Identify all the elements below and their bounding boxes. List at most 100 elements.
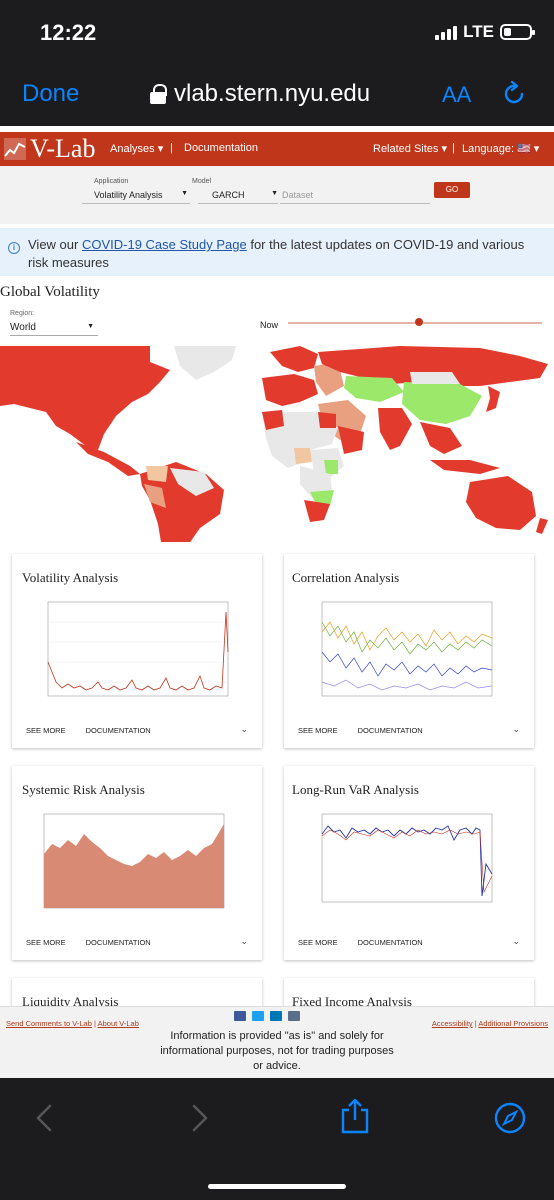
lock-icon (150, 84, 167, 104)
map-region-western-europe (262, 374, 318, 406)
region-select[interactable]: World ▼ (10, 320, 98, 336)
forward-icon[interactable] (190, 1104, 210, 1132)
see-more-link[interactable]: SEE MORE (298, 726, 338, 735)
done-button[interactable]: Done (22, 80, 80, 107)
map-region-central-africa (300, 466, 332, 498)
covid-banner: i View our COVID-19 Case Study Page for … (0, 228, 554, 276)
twitter-icon[interactable] (252, 1011, 264, 1021)
slider-handle[interactable] (415, 318, 423, 326)
map-region-peru (144, 484, 166, 508)
documentation-link[interactable]: DOCUMENTATION (85, 938, 151, 947)
chevron-down-icon: ▼ (271, 190, 278, 197)
language-menu[interactable]: Language: 🇺🇸 ▾ (462, 143, 540, 155)
analyses-menu[interactable]: Analyses ▾ (110, 143, 164, 155)
map-region-australia (466, 476, 536, 530)
map-region-china (402, 382, 482, 424)
time-slider[interactable] (288, 318, 542, 326)
map-region-colombia (146, 466, 168, 482)
related-sites-menu[interactable]: Related Sites ▾ (373, 143, 448, 155)
email-icon[interactable] (288, 1011, 300, 1021)
logo-chart-icon (4, 138, 26, 160)
go-button[interactable]: GO (434, 182, 470, 198)
header-separator: | (452, 142, 455, 154)
correlation-chart-thumbnail[interactable] (304, 592, 510, 708)
social-links (234, 1011, 300, 1021)
application-select[interactable]: Volatility Analysis ▼ (82, 188, 190, 204)
send-comments-link[interactable]: Send Comments to V-Lab (6, 1019, 92, 1028)
chevron-down-icon[interactable]: ⌄ (240, 936, 248, 946)
chevron-down-icon: ▼ (87, 323, 94, 330)
status-indicators: LTE (435, 22, 535, 42)
map-region-indonesia (430, 460, 500, 474)
application-label: Application (94, 178, 129, 185)
world-volatility-map[interactable] (0, 342, 554, 548)
address-bar[interactable]: vlab.stern.nyu.edu (150, 80, 370, 108)
reload-icon[interactable] (500, 80, 528, 108)
documentation-link[interactable]: DOCUMENTATION (357, 726, 423, 735)
region-label: Region: (10, 310, 35, 317)
see-more-link[interactable]: SEE MORE (26, 938, 66, 947)
map-region-brazil-gray (170, 468, 214, 496)
see-more-link[interactable]: SEE MORE (298, 938, 338, 947)
model-label: Model (192, 178, 212, 185)
application-value: Volatility Analysis (94, 190, 163, 200)
card-title: Fixed Income Analysis (292, 994, 412, 1009)
browser-toolbar (0, 1078, 554, 1200)
chevron-down-icon[interactable]: ⌄ (240, 724, 248, 734)
browser-nav-bar: Done vlab.stern.nyu.edu AA (0, 70, 554, 126)
facebook-icon[interactable] (234, 1011, 246, 1021)
map-region-antarctica (0, 542, 554, 548)
long-run-var-chart-thumbnail[interactable] (304, 804, 510, 920)
share-icon[interactable] (340, 1098, 370, 1134)
card-title: Volatility Analysis (22, 570, 119, 585)
card-title: Long-Run VaR Analysis (292, 782, 419, 797)
map-region-nigeria (294, 448, 312, 464)
volatility-analysis-card: Volatility Analysis SEE MORE DOCUMENTATI… (12, 554, 262, 748)
compass-icon[interactable] (494, 1102, 526, 1134)
see-more-link[interactable]: SEE MORE (26, 726, 66, 735)
map-region-morocco (262, 410, 284, 430)
about-vlab-link[interactable]: About V-Lab (97, 1019, 139, 1028)
model-value: GARCH (212, 190, 245, 200)
map-region-north-america (0, 346, 170, 450)
text-size-button[interactable]: AA (442, 82, 472, 107)
documentation-link[interactable]: DOCUMENTATION (85, 726, 151, 735)
url-text: vlab.stern.nyu.edu (174, 80, 371, 107)
map-region-kenya (324, 460, 338, 474)
map-region-egypt (318, 412, 336, 428)
map-region-south-africa (304, 500, 330, 522)
map-region-greenland (174, 346, 236, 380)
chevron-down-icon[interactable]: ⌄ (512, 724, 520, 734)
long-run-var-analysis-card: Long-Run VaR Analysis SEE MORE DOCUMENTA… (284, 766, 534, 960)
network-label: LTE (463, 22, 494, 41)
site-header: V-Lab Analyses ▾ | Documentation Related… (0, 132, 554, 166)
battery-icon (500, 24, 535, 40)
model-select[interactable]: GARCH ▼ (198, 188, 278, 204)
map-region-india (378, 408, 412, 450)
map-region-new-zealand (536, 518, 548, 534)
map-region-central-america (76, 442, 140, 476)
linkedin-icon[interactable] (270, 1011, 282, 1021)
banner-text: View our COVID-19 Case Study Page for th… (28, 237, 525, 270)
site-footer: Send Comments to V-Lab | About V-Lab Inf… (0, 1006, 554, 1078)
logo-text: V-Lab (30, 134, 96, 163)
documentation-link[interactable]: DOCUMENTATION (357, 938, 423, 947)
status-bar: 12:22 LTE (0, 0, 554, 70)
info-icon: i (8, 242, 20, 254)
analysis-toolbar: Application Volatility Analysis ▼ Model … (0, 166, 554, 224)
dataset-input[interactable]: Dataset (280, 188, 430, 204)
chevron-down-icon[interactable]: ⌄ (512, 936, 520, 946)
map-region-west-africa (266, 438, 304, 468)
volatility-chart-thumbnail[interactable] (38, 592, 244, 708)
vlab-logo[interactable]: V-Lab (4, 134, 95, 164)
map-region-central-asia (344, 376, 404, 402)
map-region-japan (486, 386, 500, 412)
card-title: Systemic Risk Analysis (22, 782, 145, 797)
systemic-risk-chart-thumbnail[interactable] (38, 804, 244, 920)
accessibility-link[interactable]: Accessibility (431, 1019, 473, 1028)
documentation-link[interactable]: Documentation (184, 142, 258, 154)
dataset-placeholder: Dataset (282, 190, 314, 200)
back-icon[interactable] (34, 1104, 54, 1132)
covid-case-study-link[interactable]: COVID-19 Case Study Page (81, 237, 247, 252)
additional-provisions-link[interactable]: Additional Provisions (478, 1019, 548, 1028)
